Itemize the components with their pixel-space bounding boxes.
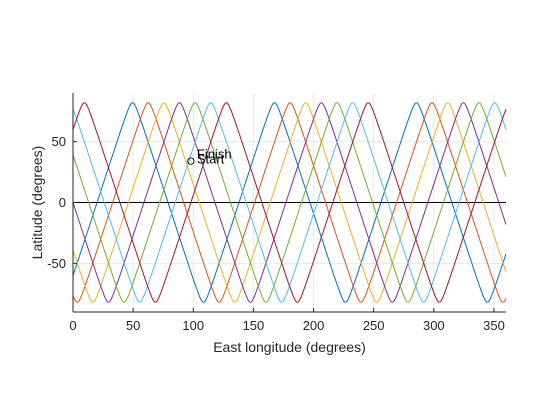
y-tick-label: -50 (47, 256, 66, 271)
annotation-start: Start (197, 152, 225, 167)
x-tick-label: 250 (363, 318, 385, 333)
series-line-1 (72, 102, 507, 303)
series-line-7 (72, 102, 507, 303)
x-tick-label: 100 (182, 318, 204, 333)
annotation-finish: Finish (197, 147, 232, 162)
x-tick-label: 0 (69, 318, 76, 333)
x-tick-label: 150 (243, 318, 265, 333)
x-tick-label: 300 (423, 318, 445, 333)
start-finish-marker (187, 157, 195, 165)
series-line-5 (72, 102, 507, 303)
x-tick-label: 50 (126, 318, 140, 333)
y-axis-label: Latitude (degrees) (29, 146, 45, 260)
ticks: 0 50 100 150 200 250 300 350 -50 0 50 (47, 134, 505, 333)
y-tick-label: 0 (59, 195, 66, 210)
series-line-4 (72, 102, 507, 303)
series-line-3 (72, 102, 507, 303)
series-line-2 (72, 102, 507, 303)
series-group (72, 102, 507, 303)
x-tick-label: 350 (483, 318, 505, 333)
y-tick-label: 50 (52, 134, 66, 149)
x-tick-label: 200 (303, 318, 325, 333)
x-axis-label: East longitude (degrees) (213, 339, 366, 355)
